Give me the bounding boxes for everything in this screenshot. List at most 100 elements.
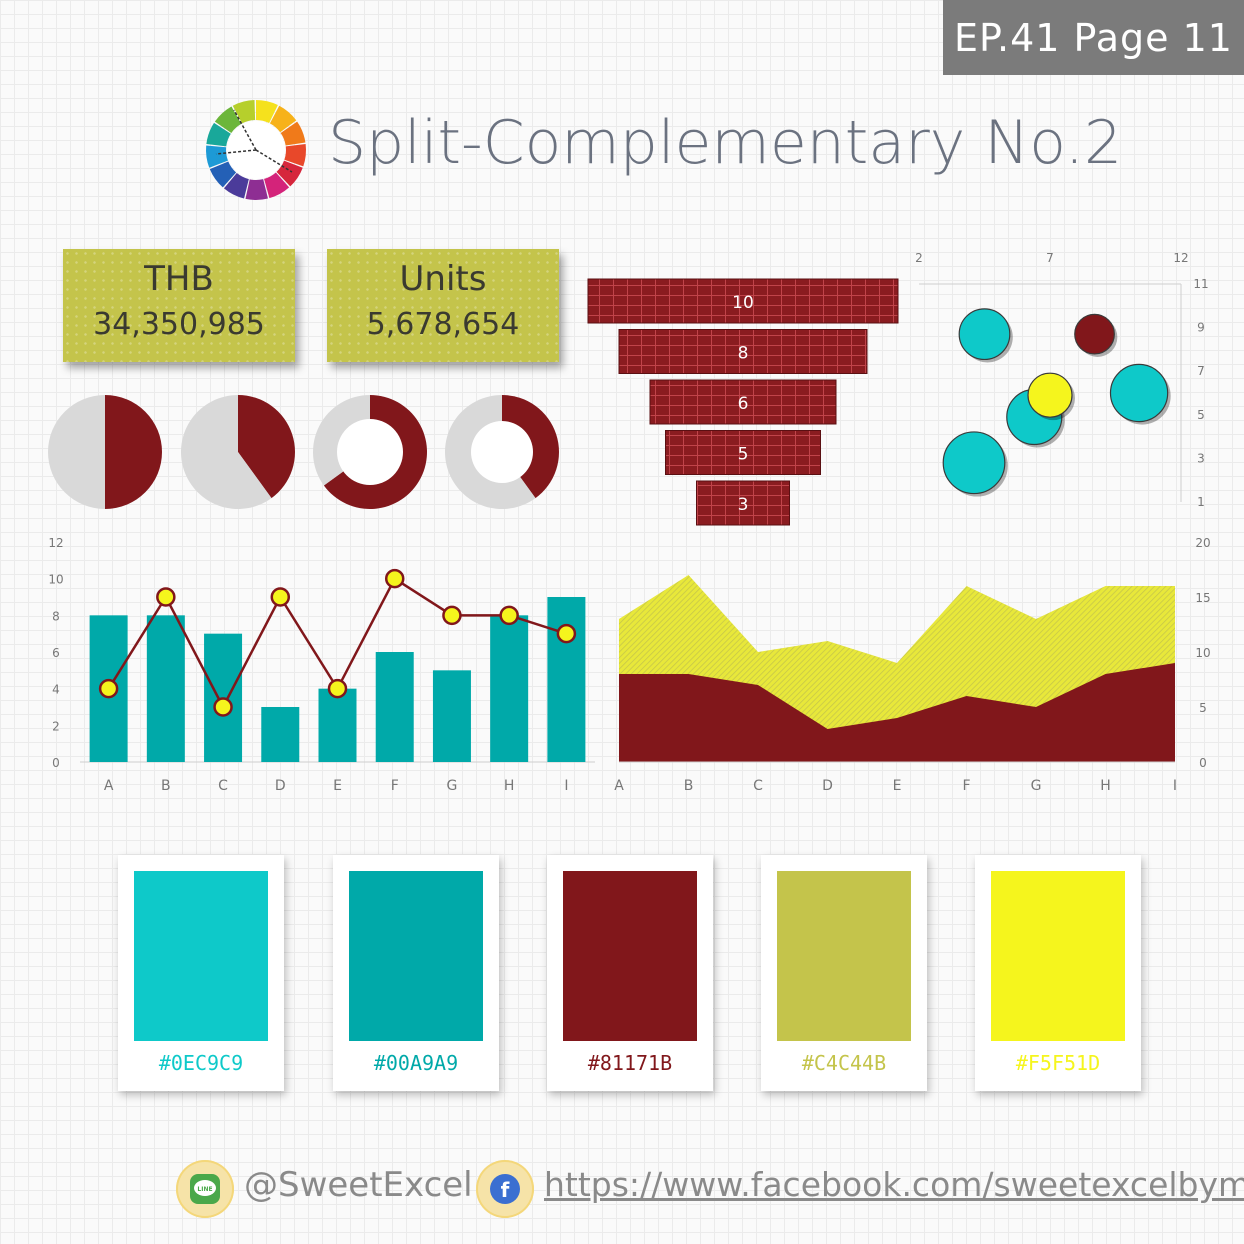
y-tick-label: 7 xyxy=(1197,364,1205,378)
color-wheel-icon xyxy=(206,100,306,200)
y-tick-label: 8 xyxy=(52,609,60,623)
donut-hole xyxy=(471,421,533,483)
bubble xyxy=(1027,372,1073,418)
pie-slice xyxy=(105,395,162,509)
y-tick-label: 9 xyxy=(1197,321,1205,335)
x-tick-label: B xyxy=(161,778,171,794)
bubble-chart: 2 7 12 1 3 5 7 9 11 xyxy=(915,251,1208,509)
x-tick-label: E xyxy=(333,778,342,794)
area-chart: A B C D E F G H I 0 5 10 15 20 xyxy=(614,536,1210,794)
x-tick-label: 7 xyxy=(1046,251,1054,265)
color-hex-label: #C4C44B xyxy=(801,1051,887,1075)
wheel-segment xyxy=(214,106,242,133)
wheel-segment xyxy=(264,172,290,199)
x-tick-label: F xyxy=(391,778,399,794)
wheel-segment xyxy=(269,105,297,133)
color-swatch-card: #C4C44B xyxy=(761,855,927,1091)
color-swatch xyxy=(134,871,268,1041)
color-hex-label: #00A9A9 xyxy=(373,1051,459,1075)
funnel-bar xyxy=(587,278,899,324)
x-tick-label: I xyxy=(564,778,568,794)
bubble xyxy=(1109,363,1169,423)
wheel-segment xyxy=(206,145,228,168)
y-tick-label: 3 xyxy=(1197,451,1205,465)
x-tick-label: E xyxy=(893,778,902,794)
wheel-segment xyxy=(206,122,231,147)
x-tick-label: 12 xyxy=(1173,251,1188,265)
area-series-base xyxy=(619,663,1175,762)
y-tick-label: 6 xyxy=(52,646,60,660)
x-tick-label: C xyxy=(753,778,763,794)
pie-slice xyxy=(238,395,295,499)
y-tick-label: 0 xyxy=(52,756,60,770)
color-swatch xyxy=(991,871,1125,1041)
kpi-card-units: Units 5,678,654 xyxy=(327,249,559,362)
bar xyxy=(146,615,185,762)
bubble xyxy=(1074,313,1115,355)
color-swatch-card: #0EC9C9 xyxy=(118,855,284,1091)
y-tick-label: 0 xyxy=(1199,756,1207,770)
x-tick-label: A xyxy=(104,778,114,794)
wheel-segment xyxy=(232,100,256,124)
bubble xyxy=(958,308,1011,361)
funnel-bar xyxy=(665,430,821,475)
kpi-value: 34,350,985 xyxy=(93,307,265,342)
pie-charts xyxy=(48,395,559,509)
line-marker xyxy=(156,587,176,607)
color-swatch xyxy=(349,871,483,1041)
wheel-segment xyxy=(209,161,237,188)
kpi-card-thb: THB 34,350,985 xyxy=(63,249,295,362)
y-tick-label: 12 xyxy=(48,536,63,550)
line-marker xyxy=(270,587,291,607)
line-marker xyxy=(442,605,462,626)
wheel-segment xyxy=(245,179,268,200)
line-marker xyxy=(327,678,348,699)
funnel-label: 3 xyxy=(738,495,749,515)
line-marker xyxy=(213,697,233,717)
facebook-icon[interactable]: f xyxy=(476,1160,534,1218)
color-hex-label: #81171B xyxy=(587,1051,673,1075)
funnel-label: 6 xyxy=(738,394,749,414)
line-marker xyxy=(384,568,405,589)
x-tick-label: D xyxy=(822,778,833,794)
facebook-icon-text: f xyxy=(501,1178,510,1202)
x-tick-label: C xyxy=(218,778,228,794)
line-app-icon[interactable]: LINE xyxy=(176,1160,234,1218)
y-tick-label: 15 xyxy=(1195,591,1210,605)
color-swatch xyxy=(563,871,697,1041)
episode-badge: EP.41 Page 11 xyxy=(943,0,1244,75)
y-tick-label: 1 xyxy=(1197,495,1205,509)
funnel-label: 10 xyxy=(732,293,754,313)
bar xyxy=(261,707,300,762)
facebook-link[interactable]: https://www.facebook.com/sweetexcelbymd/ xyxy=(544,1165,1244,1204)
page-title: Split-Complementary No.2 xyxy=(328,108,1123,178)
funnel-chart: 10 8 6 5 3 xyxy=(587,278,899,526)
line-marker xyxy=(499,605,519,626)
funnel-bar xyxy=(618,329,868,374)
x-tick-label: 2 xyxy=(915,251,923,265)
bar xyxy=(375,652,414,762)
color-swatch-card: #F5F51D xyxy=(975,855,1141,1091)
line-marker xyxy=(98,678,119,699)
y-tick-label: 10 xyxy=(1195,646,1210,660)
y-tick-label: 20 xyxy=(1195,536,1210,550)
y-tick-label: 5 xyxy=(1199,701,1207,715)
x-tick-label: A xyxy=(614,778,624,794)
x-tick-label: B xyxy=(684,778,694,794)
bar xyxy=(490,615,529,762)
bar-line-chart: 0 2 4 6 8 10 12 A B C D E F G H I xyxy=(48,536,595,794)
y-tick-label: 4 xyxy=(52,683,60,697)
color-hex-label: #0EC9C9 xyxy=(158,1051,244,1075)
x-tick-label: D xyxy=(275,778,286,794)
pie-slice xyxy=(48,395,105,509)
wheel-segment xyxy=(256,100,278,124)
bar xyxy=(432,670,471,762)
color-swatch xyxy=(777,871,911,1041)
line-marker xyxy=(556,623,577,644)
x-tick-label: G xyxy=(447,778,458,794)
bar xyxy=(318,688,357,762)
kpi-value: 5,678,654 xyxy=(366,307,520,342)
wheel-segment xyxy=(223,173,249,199)
line-handle[interactable]: @SweetExcel xyxy=(244,1165,473,1205)
y-tick-label: 11 xyxy=(1193,277,1208,291)
